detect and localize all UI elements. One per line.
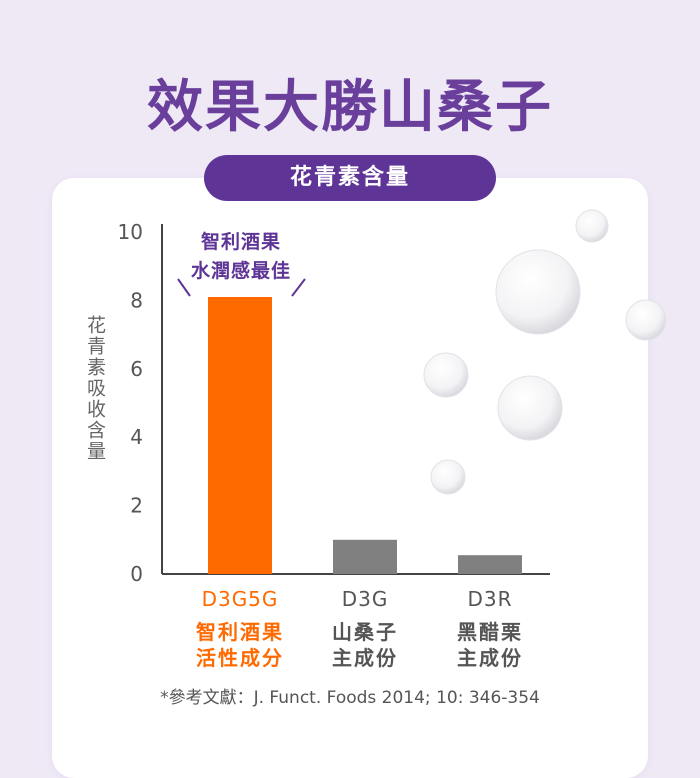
annotation-slash-right [291, 278, 306, 297]
category-label: D3R 黑醋栗 主成份 [425, 587, 555, 671]
bar-annotation: 智利酒果 水潤感最佳 [176, 228, 306, 286]
category-description-line: 山桑子 [332, 620, 398, 644]
category-description: 智利酒果 活性成分 [175, 619, 305, 671]
y-tick-label: 8 [130, 288, 143, 312]
y-tick-label: 0 [130, 562, 143, 586]
chart-title-pill: 花青素含量 [204, 155, 496, 201]
annotation-line-1: 智利酒果 [200, 231, 281, 253]
bar-d3r [458, 555, 522, 574]
category-label: D3G 山桑子 主成份 [300, 587, 430, 671]
annotation-line-2: 水潤感最佳 [190, 260, 291, 282]
category-description-line: 黑醋栗 [457, 620, 523, 644]
y-axis-label: 花青素吸收含量 [84, 315, 106, 462]
category-description: 山桑子 主成份 [300, 619, 430, 671]
category-description-line: 智利酒果 [196, 620, 284, 644]
category-description: 黑醋栗 主成份 [425, 619, 555, 671]
category-description-line: 主成份 [457, 646, 523, 670]
y-tick-label: 2 [130, 494, 143, 518]
bar-d3g [333, 539, 397, 574]
headline: 效果大勝山桑子 [147, 75, 553, 140]
bar-chart: 0 2 4 6 8 10 [118, 220, 550, 586]
category-description-line: 活性成分 [196, 646, 284, 670]
category-description-line: 主成份 [332, 646, 398, 670]
annotation-slash-left [177, 278, 191, 297]
bar-d3g5g [208, 296, 272, 574]
category-code: D3G5G [201, 587, 279, 611]
category-label: D3G5G 智利酒果 活性成分 [175, 587, 305, 671]
y-tick-label: 10 [118, 220, 143, 244]
y-tick-label: 6 [130, 357, 143, 381]
category-code: D3G [341, 587, 389, 611]
category-code: D3R [467, 587, 513, 611]
droplet-decoration [423, 209, 667, 495]
reference-note: *參考文獻：J. Funct. Foods 2014; 10: 346-354 [160, 688, 540, 708]
y-tick-label: 4 [130, 425, 143, 449]
